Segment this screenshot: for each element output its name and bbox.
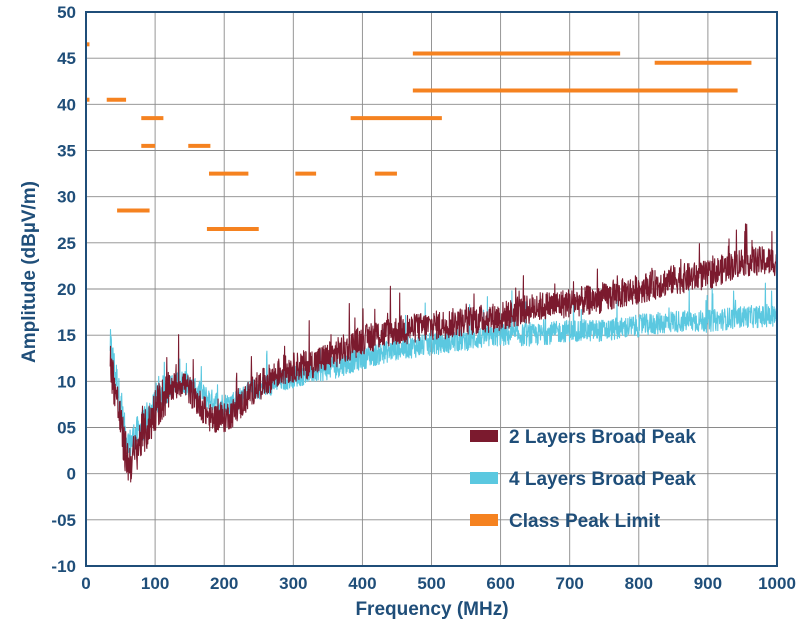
y-tick-label: 30: [57, 188, 76, 207]
y-tick-label: 15: [57, 326, 76, 345]
x-tick-label: 800: [625, 574, 653, 593]
legend-swatch-4-layers: [470, 472, 498, 484]
legend: 2 Layers Broad Peak 4 Layers Broad Peak …: [470, 427, 696, 532]
y-tick-label: 45: [57, 49, 76, 68]
y-tick-label: 0: [67, 465, 76, 484]
y-axis-title: Amplitude (dBµV/m): [19, 181, 40, 363]
x-tick-label: 700: [556, 574, 584, 593]
y-tick-label: 50: [57, 3, 76, 22]
x-tick-label: 600: [486, 574, 514, 593]
legend-swatch-2-layers: [470, 430, 498, 442]
legend-label-4-layers: 4 Layers Broad Peak: [509, 469, 696, 490]
y-tick-label: 25: [57, 234, 76, 253]
y-axis-ticks: -10 -05 0 05 10 15 20 25 30 35 40 45 50: [51, 3, 76, 576]
y-tick-label: 35: [57, 142, 76, 161]
y-tick-label: 40: [57, 95, 76, 114]
y-tick-label: 05: [57, 419, 76, 438]
y-tick-label: -05: [51, 511, 76, 530]
limit-layer: [86, 42, 752, 231]
x-tick-label: 900: [694, 574, 722, 593]
x-tick-label: 100: [141, 574, 169, 593]
x-tick-label: 200: [210, 574, 238, 593]
y-tick-label: 20: [57, 280, 76, 299]
x-tick-label: 1000: [758, 574, 796, 593]
y-tick-label: 10: [57, 372, 76, 391]
y-tick-label: -10: [51, 557, 76, 576]
legend-label-limit: Class Peak Limit: [509, 511, 661, 532]
x-tick-label: 400: [348, 574, 376, 593]
legend-label-2-layers: 2 Layers Broad Peak: [509, 427, 696, 448]
plot-frame: [85, 11, 778, 567]
x-tick-label: 0: [81, 574, 90, 593]
series-layer: [109, 223, 778, 483]
x-tick-label: 300: [279, 574, 307, 593]
x-tick-label: 500: [417, 574, 445, 593]
x-axis-title: Frequency (MHz): [355, 599, 508, 620]
series-line-0: [109, 223, 778, 483]
x-axis-ticks: 0 100 200 300 400 500 600 700 800 900 1000: [81, 574, 796, 593]
legend-swatch-limit: [470, 514, 498, 526]
